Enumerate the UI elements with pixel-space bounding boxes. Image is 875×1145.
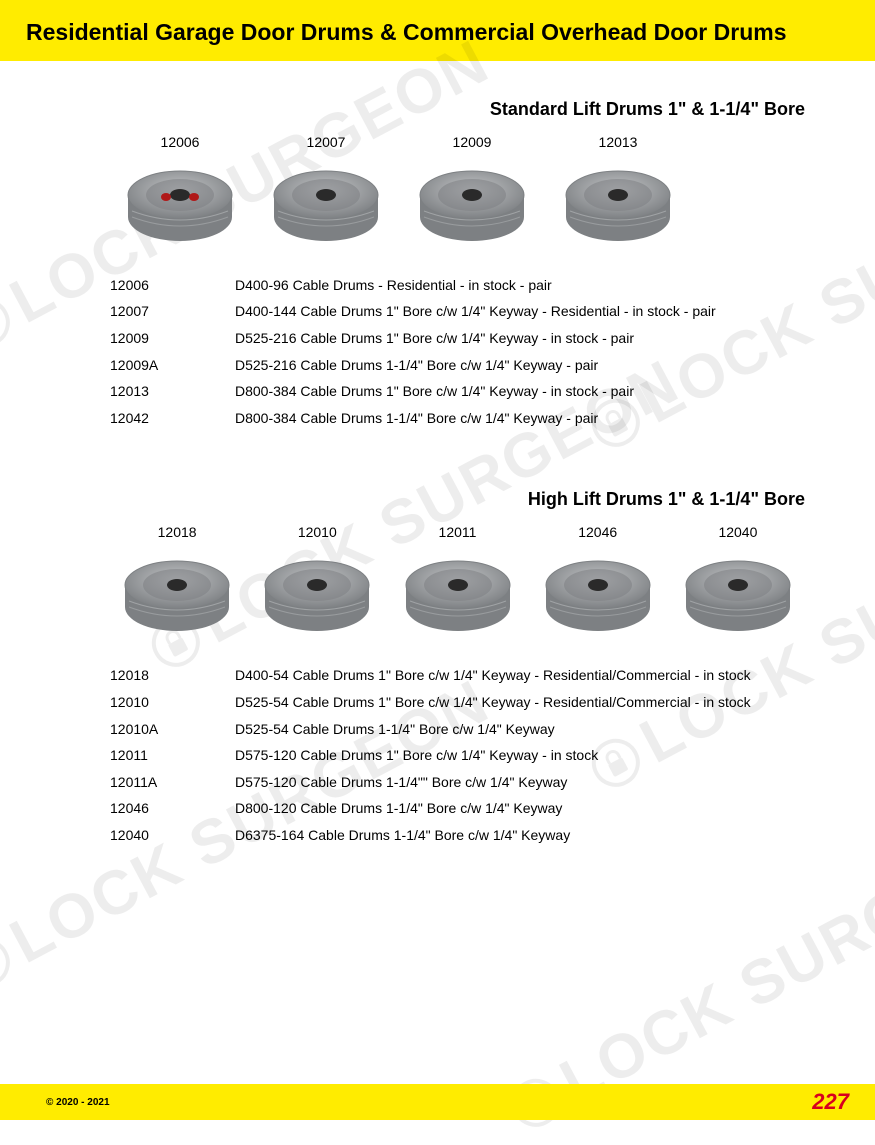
drum-code-label: 12007: [307, 134, 346, 150]
content-area: Standard Lift Drums 1" & 1-1/4" Bore 120…: [0, 99, 875, 849]
product-description: D400-96 Cable Drums - Residential - in s…: [235, 272, 805, 299]
drum-image: [261, 154, 391, 254]
drum-image: [407, 154, 537, 254]
drum-item: 12010: [250, 524, 384, 644]
drum-image: [115, 154, 245, 254]
product-row: 12018D400-54 Cable Drums 1" Bore c/w 1/4…: [110, 662, 805, 689]
product-row: 12046D800-120 Cable Drums 1-1/4" Bore c/…: [110, 795, 805, 822]
product-description: D800-384 Cable Drums 1" Bore c/w 1/4" Ke…: [235, 378, 805, 405]
product-code: 12007: [110, 298, 235, 325]
drum-item: 12040: [671, 524, 805, 644]
product-description: D400-54 Cable Drums 1" Bore c/w 1/4" Key…: [235, 662, 805, 689]
section2-title: High Lift Drums 1" & 1-1/4" Bore: [110, 489, 805, 510]
drum-item: 12009: [402, 134, 542, 254]
section2-images: 12018 12010 12011: [110, 524, 805, 644]
section1-images: 12006 12007 12009: [110, 134, 805, 254]
product-code: 12010: [110, 689, 235, 716]
drum-image: [533, 544, 663, 644]
product-row: 12013D800-384 Cable Drums 1" Bore c/w 1/…: [110, 378, 805, 405]
lock-icon: [0, 930, 18, 995]
drum-code-label: 12046: [578, 524, 617, 540]
page-number: 227: [812, 1089, 849, 1115]
product-row: 12011AD575-120 Cable Drums 1-1/4"" Bore …: [110, 769, 805, 796]
drum-item: 12013: [548, 134, 688, 254]
copyright-text: © 2020 - 2021: [46, 1097, 110, 1108]
product-description: D575-120 Cable Drums 1-1/4"" Bore c/w 1/…: [235, 769, 805, 796]
drum-code-label: 12011: [439, 524, 477, 540]
drum-image: [252, 544, 382, 644]
footer-bar: © 2020 - 2021 227: [0, 1084, 875, 1120]
drum-item: 12046: [531, 524, 665, 644]
product-code: 12011A: [110, 769, 235, 796]
product-code: 12018: [110, 662, 235, 689]
drum-item: 12006: [110, 134, 250, 254]
product-description: D6375-164 Cable Drums 1-1/4" Bore c/w 1/…: [235, 822, 805, 849]
product-description: D525-216 Cable Drums 1" Bore c/w 1/4" Ke…: [235, 325, 805, 352]
product-row: 12011D575-120 Cable Drums 1" Bore c/w 1/…: [110, 742, 805, 769]
section1-product-list: 12006D400-96 Cable Drums - Residential -…: [110, 272, 805, 432]
drum-image: [393, 544, 523, 644]
drum-image: [112, 544, 242, 644]
product-code: 12013: [110, 378, 235, 405]
drum-code-label: 12018: [158, 524, 197, 540]
product-row: 12010D525-54 Cable Drums 1" Bore c/w 1/4…: [110, 689, 805, 716]
section1-title: Standard Lift Drums 1" & 1-1/4" Bore: [110, 99, 805, 120]
product-code: 12046: [110, 795, 235, 822]
product-description: D400-144 Cable Drums 1" Bore c/w 1/4" Ke…: [235, 298, 805, 325]
product-row: 12007D400-144 Cable Drums 1" Bore c/w 1/…: [110, 298, 805, 325]
drum-code-label: 12013: [599, 134, 638, 150]
drum-code-label: 12006: [161, 134, 200, 150]
product-code: 12011: [110, 742, 235, 769]
drum-item: 12018: [110, 524, 244, 644]
product-row: 12042D800-384 Cable Drums 1-1/4" Bore c/…: [110, 405, 805, 432]
product-code: 12009: [110, 325, 235, 352]
product-row: 12006D400-96 Cable Drums - Residential -…: [110, 272, 805, 299]
drum-image: [673, 544, 803, 644]
product-description: D525-216 Cable Drums 1-1/4" Bore c/w 1/4…: [235, 352, 805, 379]
product-code: 12040: [110, 822, 235, 849]
product-row: 12009D525-216 Cable Drums 1" Bore c/w 1/…: [110, 325, 805, 352]
drum-code-label: 12010: [298, 524, 337, 540]
product-code: 12006: [110, 272, 235, 299]
product-code: 12042: [110, 405, 235, 432]
header-bar: Residential Garage Door Drums & Commerci…: [0, 0, 875, 61]
section2-product-list: 12018D400-54 Cable Drums 1" Bore c/w 1/4…: [110, 662, 805, 848]
drum-code-label: 12040: [718, 524, 757, 540]
drum-item: 12011: [390, 524, 524, 644]
product-code: 12009A: [110, 352, 235, 379]
product-description: D800-384 Cable Drums 1-1/4" Bore c/w 1/4…: [235, 405, 805, 432]
product-description: D525-54 Cable Drums 1" Bore c/w 1/4" Key…: [235, 689, 805, 716]
drum-code-label: 12009: [453, 134, 492, 150]
drum-image: [553, 154, 683, 254]
drum-item: 12007: [256, 134, 396, 254]
product-description: D800-120 Cable Drums 1-1/4" Bore c/w 1/4…: [235, 795, 805, 822]
product-row: 12010AD525-54 Cable Drums 1-1/4" Bore c/…: [110, 716, 805, 743]
product-description: D575-120 Cable Drums 1" Bore c/w 1/4" Ke…: [235, 742, 805, 769]
product-row: 12009AD525-216 Cable Drums 1-1/4" Bore c…: [110, 352, 805, 379]
page-title: Residential Garage Door Drums & Commerci…: [26, 18, 849, 47]
product-code: 12010A: [110, 716, 235, 743]
product-row: 12040D6375-164 Cable Drums 1-1/4" Bore c…: [110, 822, 805, 849]
product-description: D525-54 Cable Drums 1-1/4" Bore c/w 1/4"…: [235, 716, 805, 743]
